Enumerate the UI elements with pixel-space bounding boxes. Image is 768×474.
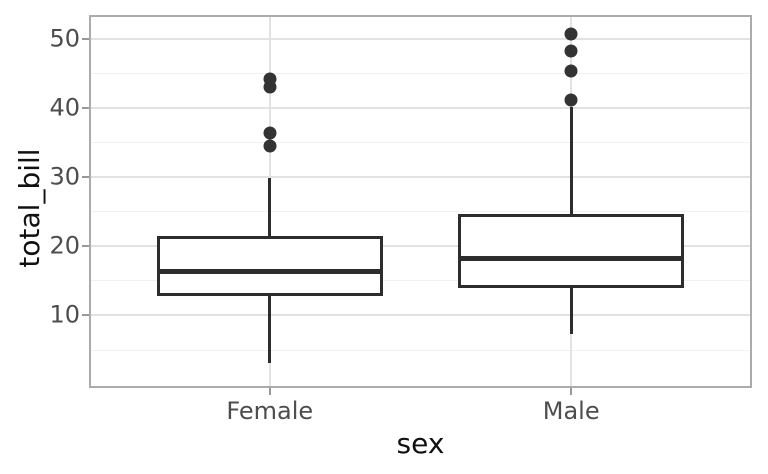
median-line (159, 268, 380, 274)
outlier-point (263, 126, 277, 140)
outlier-point (564, 93, 578, 107)
y-tick-mark (82, 176, 89, 179)
x-tick-mark (570, 388, 573, 395)
y-tick-label: 30 (49, 162, 80, 191)
y-minor-gridline (91, 280, 750, 282)
x-tick-mark (268, 388, 271, 395)
outlier-point (263, 139, 277, 153)
x-axis-title: sex (396, 427, 445, 460)
y-major-gridline (91, 245, 750, 248)
y-minor-gridline (91, 211, 750, 213)
outlier-point (263, 72, 277, 86)
box-iqr (458, 213, 685, 288)
y-minor-gridline (91, 349, 750, 351)
y-tick-label: 10 (49, 300, 80, 329)
y-tick-mark (82, 38, 89, 41)
box-iqr (156, 235, 383, 297)
outlier-point (564, 44, 578, 58)
y-major-gridline (91, 176, 750, 179)
y-tick-label: 40 (49, 93, 80, 122)
plot-panel (89, 15, 752, 388)
y-major-gridline (91, 107, 750, 110)
y-tick-mark (82, 314, 89, 317)
x-tick-label: Female (226, 397, 314, 425)
x-tick-label: Male (542, 397, 600, 425)
outlier-point (564, 27, 578, 41)
y-tick-mark (82, 245, 89, 248)
y-minor-gridline (91, 142, 750, 144)
outlier-point (564, 64, 578, 78)
y-tick-label: 20 (49, 231, 80, 260)
y-major-gridline (91, 314, 750, 317)
y-tick-label: 50 (49, 24, 80, 53)
median-line (461, 255, 682, 261)
y-minor-gridline (91, 73, 750, 75)
y-tick-mark (82, 107, 89, 110)
y-major-gridline (91, 38, 750, 41)
